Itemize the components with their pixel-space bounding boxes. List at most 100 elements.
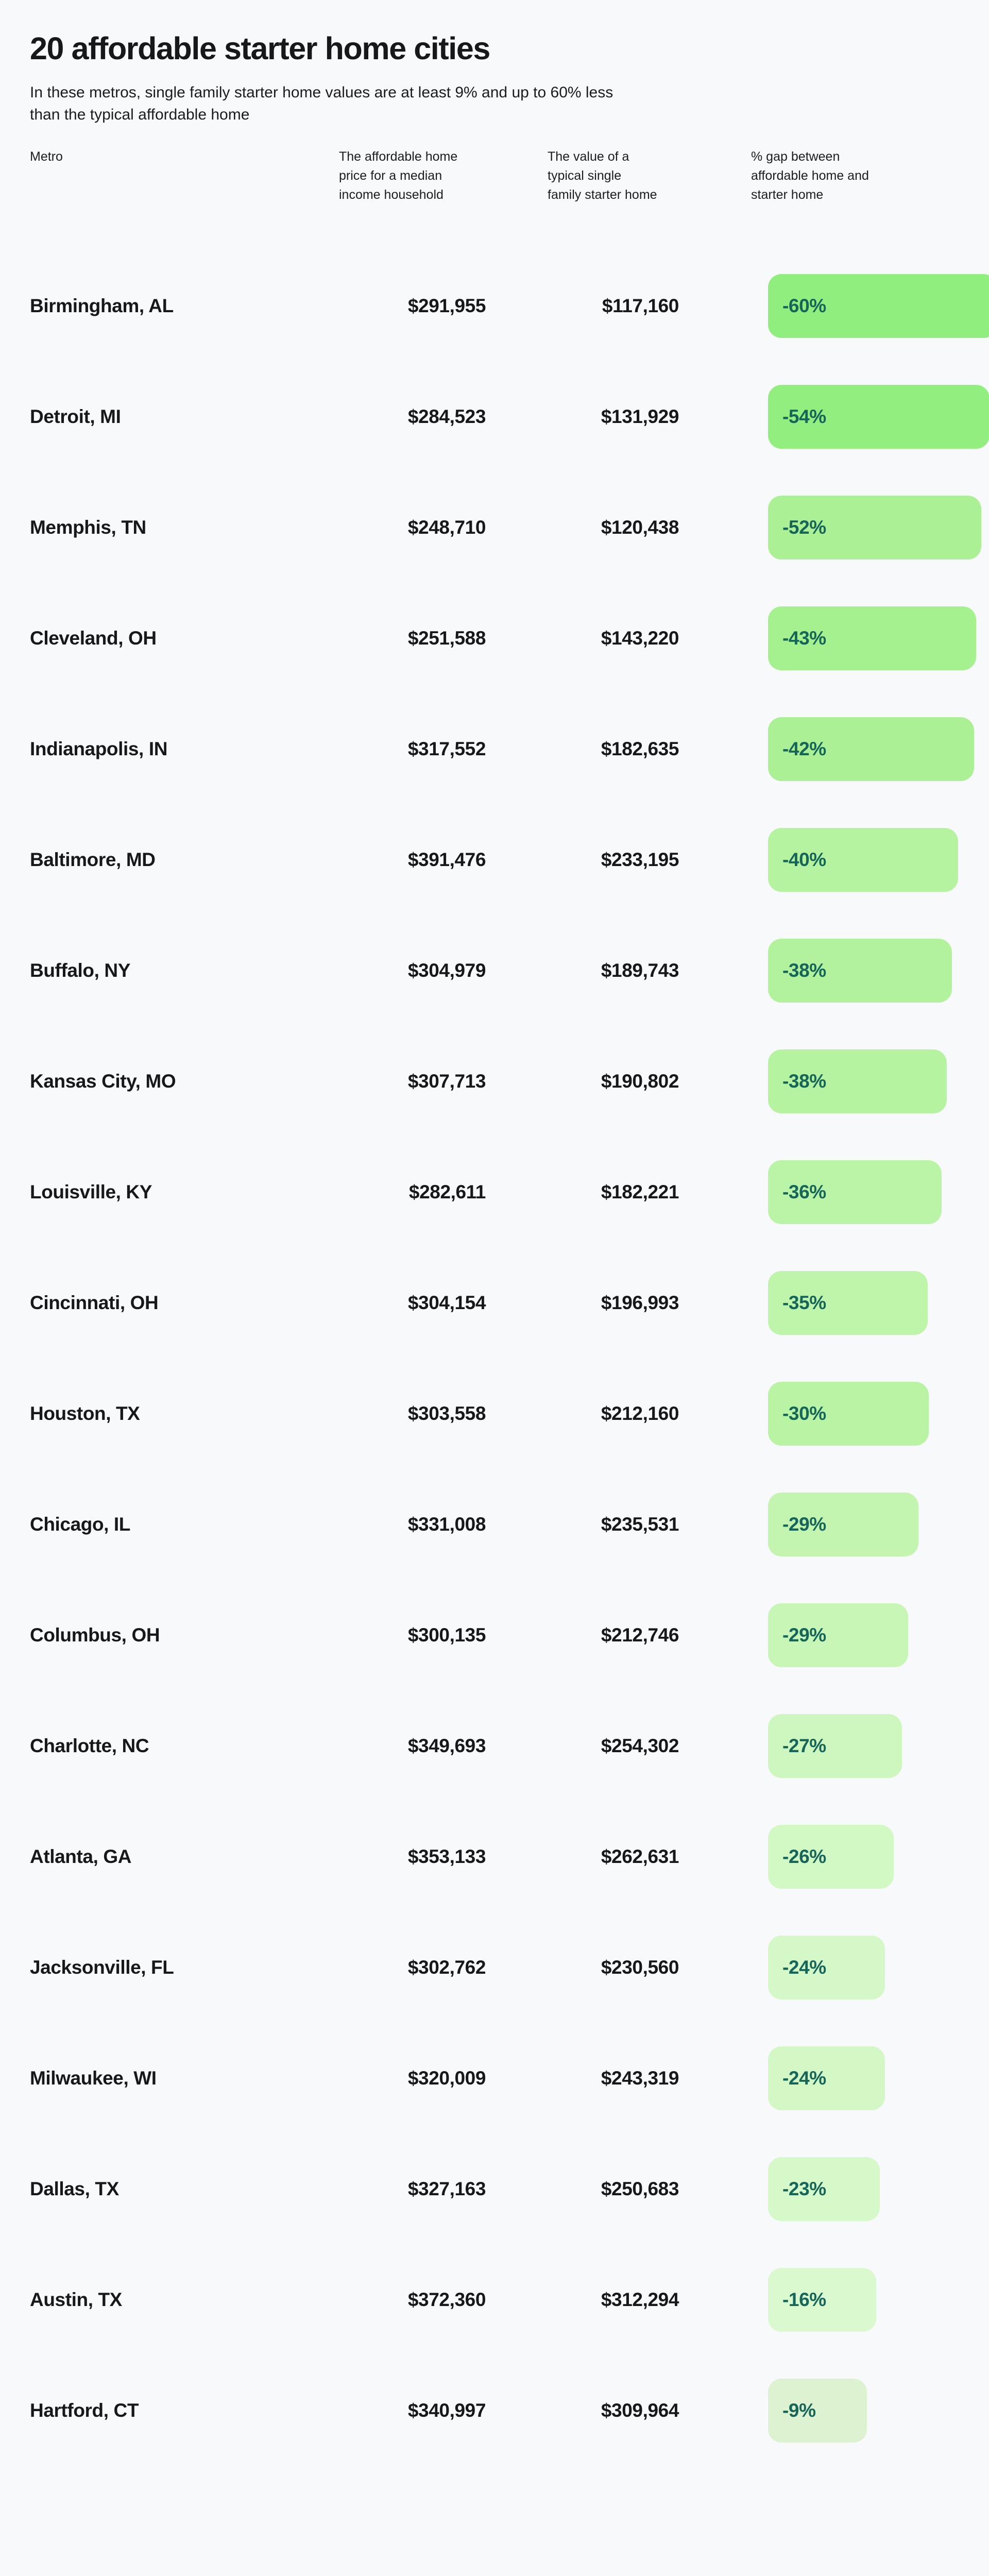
gap-bar: -26% [768, 1824, 894, 1889]
table-row: Atlanta, GA $353,133 $262,631 -26% [30, 1801, 959, 1912]
gap-bar: -29% [768, 1492, 918, 1556]
gap-bar-label: -30% [782, 1402, 826, 1424]
cell-starter-value: $250,683 [601, 2178, 679, 2199]
cell-metro: Columbus, OH [30, 1624, 160, 1646]
gap-bar: -23% [768, 2157, 880, 2221]
cell-metro: Milwaukee, WI [30, 2067, 157, 2089]
cell-metro: Louisville, KY [30, 1181, 152, 1202]
table-row: Columbus, OH $300,135 $212,746 -29% [30, 1580, 959, 1690]
gap-bar: -42% [768, 717, 974, 781]
cell-affordable-price: $251,588 [407, 627, 486, 649]
cell-metro: Dallas, TX [30, 2178, 119, 2199]
cell-starter-value: $190,802 [601, 1070, 679, 1092]
table-row: Baltimore, MD $391,476 $233,195 -40% [30, 804, 959, 915]
gap-bar-label: -16% [782, 2289, 826, 2310]
table-row: Jacksonville, FL $302,762 $230,560 -24% [30, 1912, 959, 2023]
cell-metro: Cincinnati, OH [30, 1292, 159, 1313]
cell-metro: Hartford, CT [30, 2399, 139, 2421]
cell-metro: Cleveland, OH [30, 627, 157, 649]
cell-metro: Indianapolis, IN [30, 738, 168, 759]
table-row: Cincinnati, OH $304,154 $196,993 -35% [30, 1247, 959, 1358]
cell-metro: Charlotte, NC [30, 1735, 149, 1756]
cell-metro: Detroit, MI [30, 405, 121, 427]
cell-affordable-price: $349,693 [407, 1735, 486, 1756]
cell-metro: Baltimore, MD [30, 849, 156, 870]
gap-bar: -24% [768, 1935, 885, 1999]
gap-bar-label: -36% [782, 1181, 826, 1202]
gap-bar-label: -42% [782, 738, 826, 759]
cell-starter-value: $189,743 [601, 959, 679, 981]
table-body: Birmingham, AL $291,955 $117,160 -60% Detroi… [30, 250, 989, 2466]
gap-bar: -40% [768, 827, 958, 892]
cell-affordable-price: $320,009 [407, 2067, 486, 2089]
cell-affordable-price: $300,135 [407, 1624, 486, 1646]
cell-affordable-price: $304,154 [407, 1292, 486, 1313]
gap-bar: -35% [768, 1270, 928, 1335]
cell-affordable-price: $327,163 [407, 2178, 486, 2199]
cell-starter-value: $212,160 [601, 1402, 679, 1424]
gap-bar-label: -60% [782, 295, 826, 316]
gap-bar: -30% [768, 1381, 929, 1446]
table-row: Indianapolis, IN $317,552 $182,635 -42% [30, 693, 974, 804]
table-row: Detroit, MI $284,523 $131,929 -54% [30, 361, 989, 472]
table-row: Buffalo, NY $304,979 $189,743 -38% [30, 915, 959, 1026]
cell-metro: Buffalo, NY [30, 959, 130, 981]
cell-starter-value: $182,221 [601, 1181, 679, 1202]
cell-affordable-price: $307,713 [407, 1070, 486, 1092]
table-row: Dallas, TX $327,163 $250,683 -23% [30, 2133, 959, 2244]
gap-bar-label: -38% [782, 1070, 826, 1092]
cell-starter-value: $196,993 [601, 1292, 679, 1313]
cell-starter-value: $254,302 [601, 1735, 679, 1756]
gap-bar: -29% [768, 1603, 908, 1667]
cell-starter-value: $143,220 [601, 627, 679, 649]
table-row: Hartford, CT $340,997 $309,964 -9% [30, 2355, 959, 2466]
gap-bar-label: -24% [782, 1956, 826, 1978]
gap-bar-label: -29% [782, 1624, 826, 1646]
gap-bar: -54% [768, 384, 989, 449]
cell-affordable-price: $340,997 [407, 2399, 486, 2421]
cell-affordable-price: $317,552 [407, 738, 486, 759]
cell-starter-value: $212,746 [601, 1624, 679, 1646]
gap-bar-label: -27% [782, 1735, 826, 1756]
gap-bar: -38% [768, 1049, 947, 1113]
cell-starter-value: $262,631 [601, 1845, 679, 1867]
gap-bar-label: -9% [782, 2399, 816, 2421]
gap-bar: -43% [768, 606, 976, 670]
cell-starter-value: $233,195 [601, 849, 679, 870]
cell-affordable-price: $353,133 [407, 1845, 486, 1867]
cell-affordable-price: $303,558 [407, 1402, 486, 1424]
gap-bar-label: -52% [782, 516, 826, 538]
cell-affordable-price: $304,979 [407, 959, 486, 981]
cell-metro: Chicago, IL [30, 1513, 130, 1535]
table-row: Houston, TX $303,558 $212,160 -30% [30, 1358, 959, 1469]
cell-affordable-price: $248,710 [407, 516, 486, 538]
gap-bar: -52% [768, 495, 981, 560]
cell-metro: Jacksonville, FL [30, 1956, 174, 1978]
table-row: Kansas City, MO $307,713 $190,802 -38% [30, 1026, 959, 1137]
cell-affordable-price: $284,523 [407, 405, 486, 427]
gap-bar: -38% [768, 938, 952, 1003]
cell-starter-value: $120,438 [601, 516, 679, 538]
gap-bar: -36% [768, 1160, 942, 1224]
page-subtitle: In these metros, single family starter h… [30, 83, 613, 124]
table-row: Memphis, TN $248,710 $120,438 -52% [30, 472, 981, 583]
cell-starter-value: $243,319 [601, 2067, 679, 2089]
gap-bar: -16% [768, 2267, 876, 2332]
cell-starter-value: $309,964 [601, 2399, 679, 2421]
gap-bar-label: -43% [782, 627, 826, 649]
cell-affordable-price: $331,008 [407, 1513, 486, 1535]
table-row: Cleveland, OH $251,588 $143,220 -43% [30, 583, 976, 693]
cell-starter-value: $182,635 [601, 738, 679, 759]
page-title: 20 affordable starter home cities [30, 31, 490, 66]
gap-bar-label: -40% [782, 849, 826, 870]
column-header-starter: The value of a typical single family sta… [548, 149, 657, 202]
table-row: Chicago, IL $331,008 $235,531 -29% [30, 1469, 959, 1580]
gap-bar-label: -54% [782, 405, 826, 427]
cell-affordable-price: $302,762 [407, 1956, 486, 1978]
cell-affordable-price: $282,611 [408, 1181, 486, 1202]
gap-bar-label: -35% [782, 1292, 826, 1313]
cell-metro: Houston, TX [30, 1402, 140, 1424]
header: 20 affordable starter home cities In the… [30, 0, 959, 126]
cell-starter-value: $312,294 [601, 2289, 679, 2310]
gap-bar-label: -38% [782, 959, 826, 981]
